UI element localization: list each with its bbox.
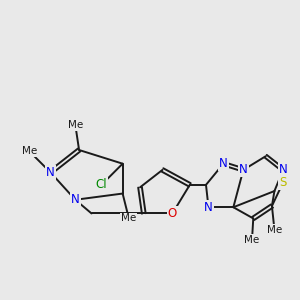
Text: O: O	[168, 207, 177, 220]
Text: Cl: Cl	[96, 178, 107, 191]
Text: Me: Me	[22, 146, 37, 156]
Text: N: N	[46, 166, 55, 179]
Text: N: N	[204, 201, 213, 214]
Text: Me: Me	[121, 213, 136, 224]
Text: N: N	[279, 164, 287, 176]
Text: Cl: Cl	[96, 178, 107, 191]
Text: S: S	[279, 176, 287, 189]
Text: Me: Me	[267, 225, 282, 235]
Text: Me: Me	[68, 120, 83, 130]
Text: N: N	[71, 193, 80, 206]
Text: N: N	[239, 164, 248, 176]
Text: N: N	[219, 157, 228, 170]
Text: Me: Me	[244, 235, 260, 244]
